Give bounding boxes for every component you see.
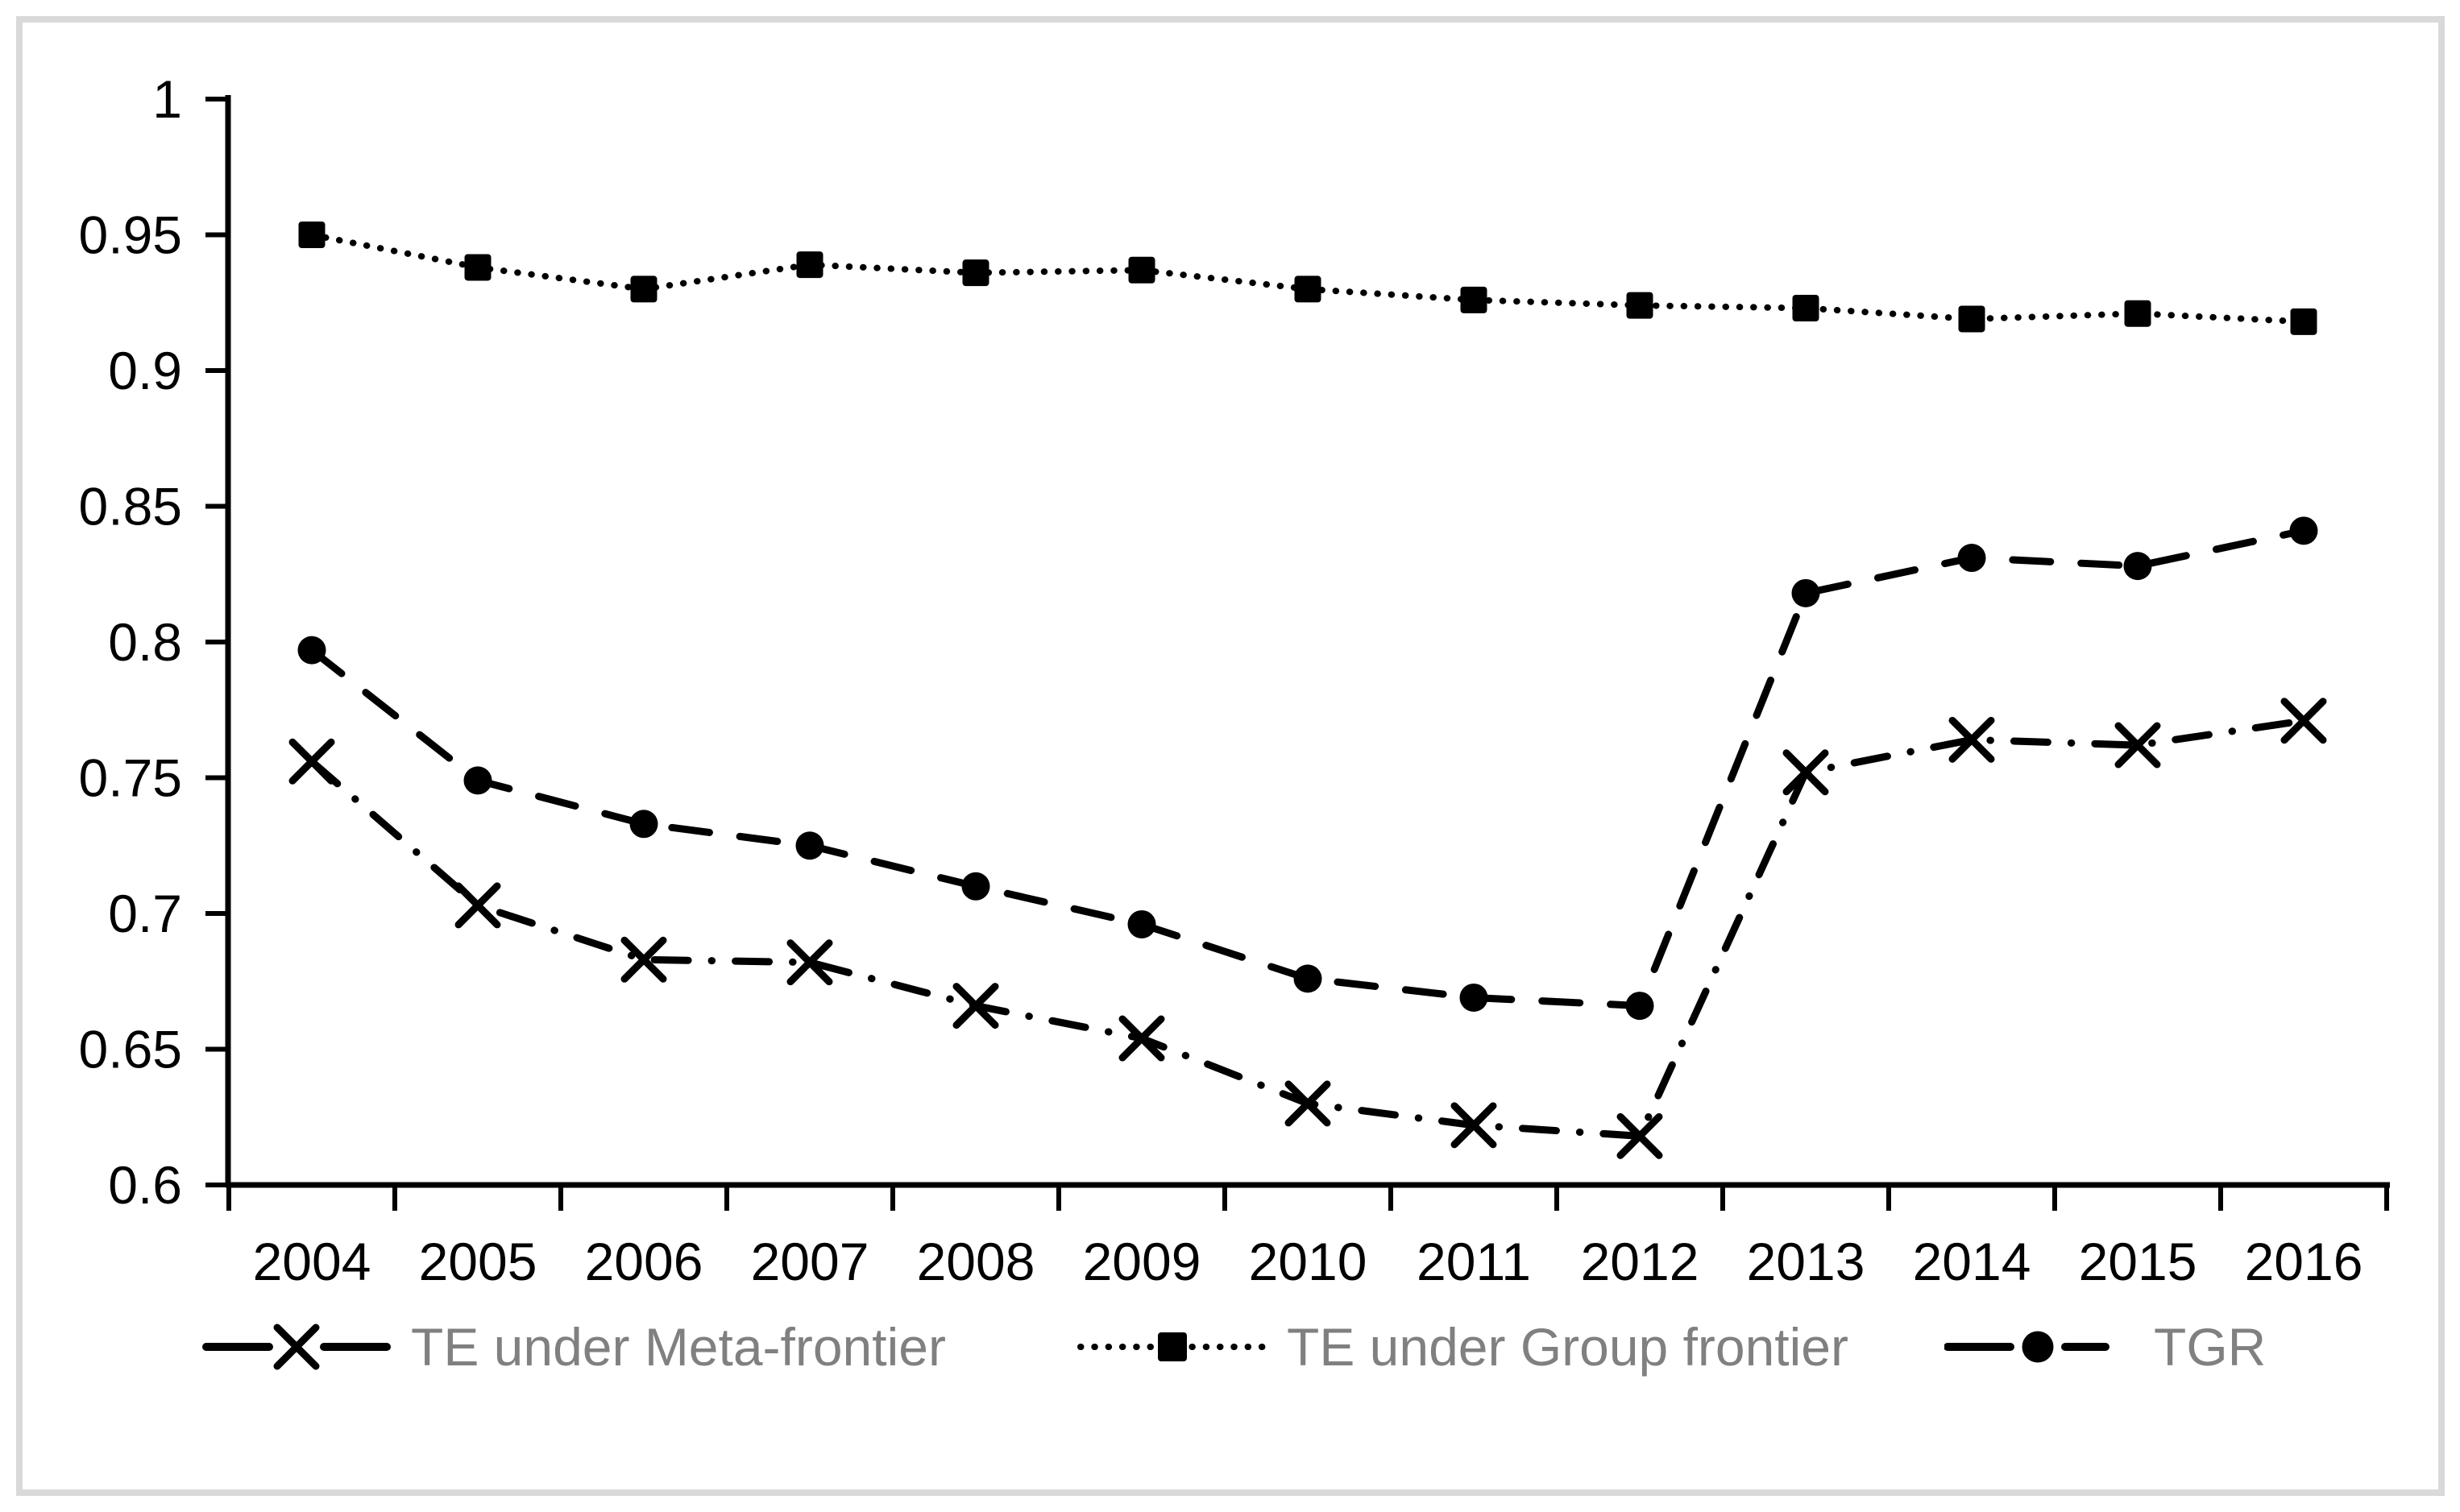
square-marker: [1626, 292, 1653, 319]
y-tick-label: 0.9: [108, 341, 182, 400]
square-marker: [962, 259, 989, 287]
circle-marker: [1957, 544, 1986, 573]
x-marker: [1948, 716, 1995, 763]
x-marker: [1616, 1112, 1663, 1159]
square-marker: [1958, 305, 1985, 333]
circle-marker: [2123, 552, 2152, 581]
x-tick-label: 2012: [1581, 1232, 1699, 1291]
series-line-tgr: [308, 527, 2308, 1010]
circle-marker: [1127, 909, 1156, 938]
x-tick-label: 2015: [2079, 1232, 2197, 1291]
series-markers-te-under-group-frontier: [298, 222, 2317, 335]
x-marker: [2114, 722, 2161, 768]
y-tick-label: 1: [152, 69, 182, 129]
x-tick-label: 2006: [585, 1232, 703, 1291]
chart-frame-border: [16, 16, 2445, 1496]
square-marker: [1294, 275, 1321, 303]
x-marker: [786, 939, 833, 986]
x-tick-label: 2007: [751, 1232, 869, 1291]
circle-marker: [961, 872, 990, 901]
x-tick-label: 2011: [1417, 1232, 1531, 1291]
square-marker: [2124, 300, 2151, 327]
circle-marker: [297, 636, 326, 665]
square-marker: [2290, 308, 2317, 335]
circle-marker: [795, 831, 824, 860]
series-markers-tgr: [297, 516, 2318, 1021]
y-tick-label: 0.95: [79, 205, 182, 265]
circle-marker: [2289, 516, 2318, 545]
square-marker: [630, 275, 658, 303]
circle-marker: [629, 810, 658, 839]
square-marker: [796, 251, 823, 279]
circle-marker: [1791, 578, 1820, 607]
circle-marker: [1293, 964, 1322, 993]
y-tick-label: 0.75: [79, 748, 182, 808]
x-marker: [2280, 698, 2327, 744]
y-tick-label: 0.8: [108, 612, 182, 672]
square-marker: [464, 254, 492, 281]
x-marker: [454, 882, 501, 929]
square-marker: [1460, 286, 1487, 313]
circle-marker: [463, 766, 492, 795]
x-tick-label: 2005: [419, 1232, 537, 1291]
circle-marker: [1459, 983, 1488, 1012]
square-marker: [1128, 256, 1155, 284]
x-tick-label: 2010: [1249, 1232, 1367, 1291]
x-marker: [952, 983, 999, 1029]
y-tick-label: 0.85: [79, 477, 182, 536]
y-tick-label: 0.7: [108, 884, 182, 943]
square-marker: [298, 222, 326, 248]
x-marker: [1284, 1080, 1331, 1127]
x-marker: [620, 936, 667, 983]
x-marker: [1118, 1015, 1165, 1062]
x-tick-label: 2008: [917, 1232, 1035, 1291]
x-tick-label: 2004: [253, 1232, 371, 1291]
y-tick-label: 0.6: [108, 1155, 182, 1215]
circle-marker: [1625, 992, 1654, 1021]
series-markers-te-under-meta-frontier: [288, 698, 2327, 1159]
x-tick-label: 2009: [1083, 1232, 1201, 1291]
x-marker: [1782, 749, 1829, 796]
x-tick-label: 2016: [2245, 1232, 2363, 1291]
x-marker: [1450, 1102, 1497, 1149]
x-marker: [288, 738, 335, 785]
y-tick-label: 0.65: [79, 1020, 182, 1079]
x-tick-label: 2014: [1913, 1232, 2031, 1291]
series-line-te-under-meta-frontier: [308, 717, 2308, 1140]
square-marker: [1792, 294, 1819, 321]
x-tick-label: 2013: [1747, 1232, 1865, 1291]
